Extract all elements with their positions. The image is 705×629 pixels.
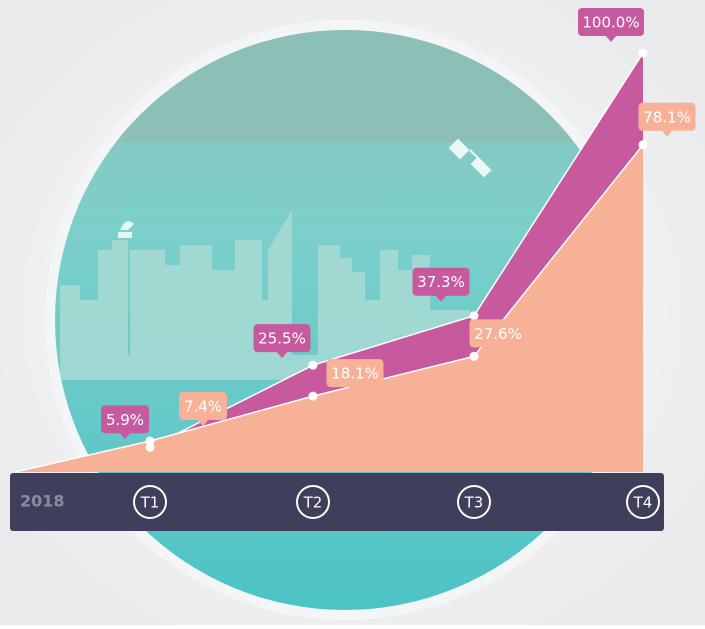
value-label-pointer bbox=[605, 35, 617, 42]
value-label-box bbox=[469, 319, 527, 348]
value-label-pointer bbox=[119, 432, 131, 440]
x-tick-label: T4 bbox=[633, 494, 653, 512]
x-tick-label: T1 bbox=[140, 494, 160, 512]
satellite-icon bbox=[448, 138, 492, 178]
value-label-box bbox=[578, 8, 644, 36]
tick-badge bbox=[296, 485, 330, 519]
tick-badge bbox=[626, 485, 660, 519]
satellite-dish-icon bbox=[118, 221, 134, 238]
value-label: 100.0% bbox=[582, 14, 639, 32]
value-label-box bbox=[253, 324, 311, 353]
value-label-pointer bbox=[349, 386, 361, 394]
value-label: 5.9% bbox=[106, 411, 144, 429]
point bbox=[469, 311, 479, 321]
value-label-box bbox=[638, 102, 696, 131]
buildings bbox=[60, 210, 470, 380]
value-label-box bbox=[326, 359, 384, 388]
point bbox=[145, 436, 155, 446]
point bbox=[638, 140, 648, 150]
value-label: 25.5% bbox=[258, 330, 306, 348]
timeline-bar bbox=[10, 473, 664, 531]
x-tick-label: T3 bbox=[464, 494, 484, 512]
point bbox=[469, 351, 479, 361]
tick-badge bbox=[457, 485, 491, 519]
area bbox=[15, 144, 643, 473]
value-label: 37.3% bbox=[417, 273, 465, 291]
x-tick-label: 2018 bbox=[20, 492, 65, 511]
point bbox=[308, 360, 318, 370]
value-label: 27.6% bbox=[474, 325, 522, 343]
value-label-pointer bbox=[661, 129, 673, 137]
value-label-box bbox=[179, 391, 227, 420]
value-label: 78.1% bbox=[643, 108, 691, 126]
value-label-box bbox=[412, 267, 470, 296]
point bbox=[145, 442, 155, 452]
value-label-box bbox=[101, 405, 149, 434]
tick-badge bbox=[133, 485, 167, 519]
value-label: 18.1% bbox=[331, 365, 379, 383]
value-label-pointer bbox=[492, 346, 504, 354]
x-tick-label: T2 bbox=[303, 494, 323, 512]
value-label: 7.4% bbox=[184, 397, 222, 415]
overlay: 5.9% 25.5% 37.3% 100.0% 7.4% 18.1% 27.6% 78.1% 2… bbox=[20, 8, 696, 519]
point bbox=[638, 48, 648, 58]
point bbox=[308, 391, 318, 401]
value-label-pointer bbox=[197, 418, 209, 426]
value-label-pointer bbox=[276, 351, 288, 359]
value-label-pointer bbox=[435, 294, 447, 302]
